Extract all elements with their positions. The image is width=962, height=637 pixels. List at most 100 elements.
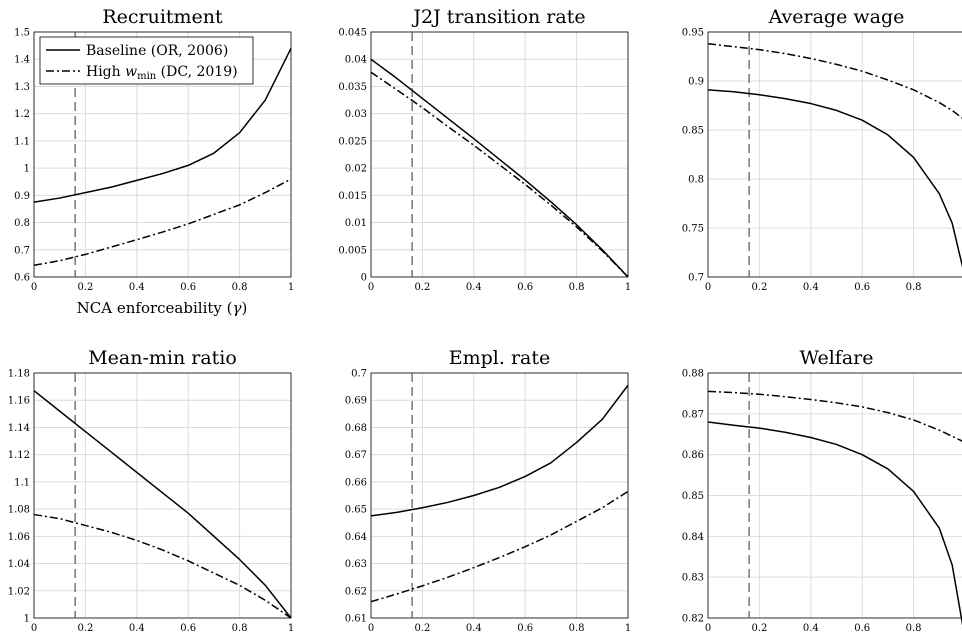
y-tick-label: 0.68 [345, 423, 367, 434]
series-high-wmin-line [370, 71, 629, 278]
y-tick-label: 0.67 [345, 450, 367, 461]
panel-title: J2J transition rate [411, 6, 585, 28]
panel-2: 0 0.2 0.4 0.6 0.8 1 0 0.005 0.01 0.015 0.02 0.025 0.… [338, 6, 631, 293]
panel-title: Recruitment [102, 6, 223, 28]
x-tick-label: 0.2 [414, 282, 430, 293]
panel-4: 0 0.2 0.4 0.6 0.8 1 1 1.02 1.04 1.06 1.08 1.1 1.12 1.… [8, 347, 294, 634]
y-tick-label: 0.87 [682, 409, 704, 420]
legend-high-suffix: (DC, 2019) [156, 64, 237, 80]
y-tick-label: 0.025 [338, 136, 367, 147]
x-tick-label: 0 [31, 623, 37, 634]
y-tick-label: 0.02 [345, 164, 367, 175]
x-tick-label: 0.4 [466, 282, 482, 293]
y-tick-label: 0.045 [338, 28, 367, 39]
panel-title: Mean-min ratio [88, 347, 237, 369]
legend-high-sub: min [137, 71, 157, 82]
y-tick-label: 1.06 [8, 532, 30, 543]
y-tick-label: 0.64 [345, 532, 367, 543]
x-tick-label: 1 [288, 623, 294, 634]
x-tick-label: 0 [705, 282, 711, 293]
y-tick-label: 1.5 [14, 28, 30, 39]
y-tick-label: 1 [24, 164, 30, 175]
plot-frame [707, 372, 962, 619]
x-tick-label: 0 [368, 623, 374, 634]
y-tick-label: 0.035 [338, 82, 367, 93]
x-axis-label-symbol: γ [233, 299, 242, 317]
legend-box [39, 36, 254, 85]
series-high-wmin-line [33, 513, 292, 619]
legend: Baseline (OR, 2006) High wmin (DC, 2019) [39, 36, 254, 85]
x-axis-label-close: ) [241, 299, 247, 317]
y-tick-label: 0.82 [682, 614, 704, 625]
x-tick-label: 0.6 [180, 623, 196, 634]
plot-frame [33, 372, 292, 619]
y-tick-label: 0.005 [338, 245, 367, 256]
y-tick-label: 0.83 [682, 573, 704, 584]
x-axis-label: NCA enforceability (γ) [77, 299, 248, 317]
x-tick-label: 0.2 [77, 623, 93, 634]
panel-1: 0 0.2 0.4 0.6 0.8 1 0.6 0.7 0.8 0.9 1 1.1 1.2 1.3 1.4 1… [14, 6, 294, 293]
x-axis-label-text: NCA enforceability ( [77, 299, 233, 317]
y-tick-label: 1 [24, 614, 30, 625]
x-tick-label: 0.4 [129, 623, 145, 634]
series-baseline-line [370, 384, 629, 517]
x-tick-label: 0.2 [414, 623, 430, 634]
y-tick-label: 1.2 [14, 109, 30, 120]
x-tick-label: 0.8 [232, 623, 248, 634]
y-tick-label: 0.7 [688, 273, 704, 284]
x-tick-label: 0.8 [906, 282, 922, 293]
y-tick-label: 1.3 [14, 82, 30, 93]
y-tick-label: 0.8 [14, 218, 30, 229]
x-tick-label: 0.2 [77, 282, 93, 293]
y-tick-label: 0.85 [682, 126, 704, 137]
y-tick-label: 0.04 [345, 55, 367, 66]
series-baseline-line [707, 421, 962, 626]
x-tick-label: 0.8 [906, 623, 922, 634]
y-tick-label: 0.9 [14, 191, 30, 202]
x-tick-label: 0.6 [854, 623, 870, 634]
x-tick-label: 0.6 [180, 282, 196, 293]
x-tick-label: 0.2 [751, 623, 767, 634]
x-tick-label: 0.4 [129, 282, 145, 293]
y-tick-label: 0.84 [682, 532, 704, 543]
y-tick-label: 0.63 [345, 559, 367, 570]
y-tick-label: 1.1 [14, 136, 30, 147]
x-tick-label: 0 [705, 623, 711, 634]
y-tick-label: 0.65 [345, 505, 367, 516]
x-tick-label: 1 [625, 623, 631, 634]
y-tick-label: 0.01 [345, 218, 367, 229]
plot-frame [33, 31, 292, 278]
y-tick-label: 0.7 [14, 245, 30, 256]
y-tick-label: 1.14 [8, 423, 30, 434]
plot-frame [707, 31, 962, 278]
series-baseline-line [370, 58, 629, 278]
legend-high-prefix: High [86, 64, 125, 80]
legend-high-w: w [125, 64, 137, 80]
y-tick-label: 0.015 [338, 191, 367, 202]
panel-title: Welfare [800, 347, 874, 369]
x-tick-label: 1 [625, 282, 631, 293]
plot-frame [370, 372, 629, 619]
panel-6: 0 0.2 0.4 0.6 0.8 0.82 0.83 0.84 0.85 0.86 0.87 0.8… [682, 347, 962, 634]
x-tick-label: 0.8 [569, 623, 585, 634]
y-tick-label: 1.04 [8, 559, 30, 570]
series-baseline-line [707, 89, 962, 268]
panel-title: Average wage [768, 6, 905, 28]
y-tick-label: 0.86 [682, 450, 704, 461]
y-tick-label: 0.03 [345, 109, 367, 120]
y-tick-label: 1.16 [8, 396, 30, 407]
panel-title: Empl. rate [449, 347, 551, 369]
legend-baseline-label: Baseline (OR, 2006) [86, 43, 228, 59]
x-tick-label: 0.6 [517, 282, 533, 293]
y-tick-label: 0.85 [682, 491, 704, 502]
x-tick-label: 0.8 [232, 282, 248, 293]
y-tick-label: 0 [361, 273, 367, 284]
y-tick-label: 0.88 [682, 369, 704, 380]
y-tick-label: 1.1 [14, 477, 30, 488]
y-tick-label: 0.69 [345, 396, 367, 407]
series-high-wmin-line [707, 390, 962, 442]
x-tick-label: 0.4 [803, 623, 819, 634]
y-tick-label: 0.9 [688, 77, 704, 88]
x-tick-label: 0.4 [466, 623, 482, 634]
